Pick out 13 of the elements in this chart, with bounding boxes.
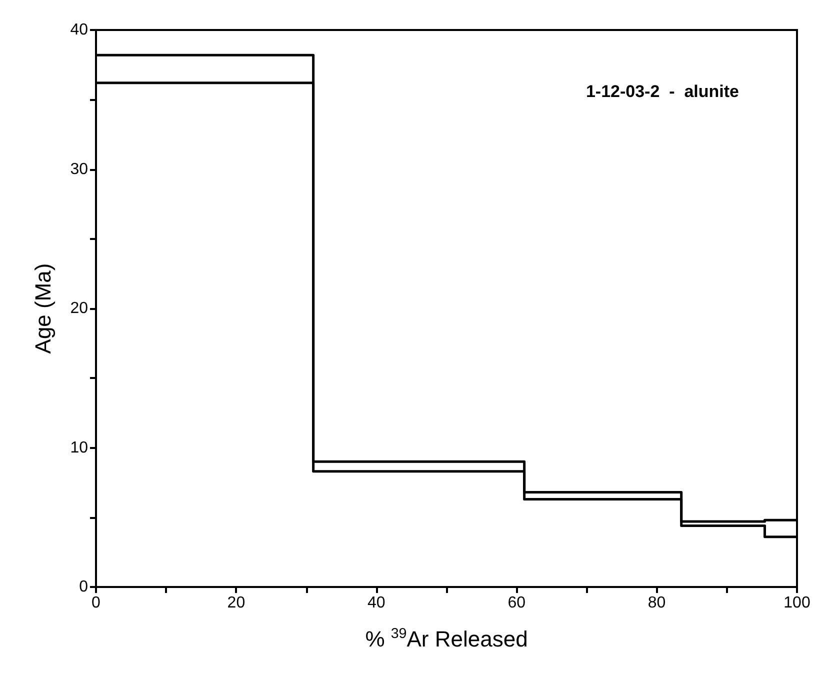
annotation: 1-12-03-2 - alunite: [586, 82, 740, 101]
x-tick-label: 0: [92, 594, 101, 612]
x-tick-label: 40: [368, 594, 386, 612]
y-tick-label: 0: [79, 578, 88, 596]
x-tick-label: 60: [508, 594, 526, 612]
y-tick-label: 30: [70, 160, 88, 178]
y-tick-label: 40: [70, 22, 88, 38]
y-axis-title: Age (Ma): [30, 263, 56, 354]
x-tick-label: 20: [227, 594, 246, 612]
x-tick-label: 80: [648, 594, 666, 612]
x-tick-label: 100: [784, 594, 810, 612]
y-tick-label: 10: [70, 439, 88, 456]
y-tick-label: 20: [70, 300, 88, 317]
